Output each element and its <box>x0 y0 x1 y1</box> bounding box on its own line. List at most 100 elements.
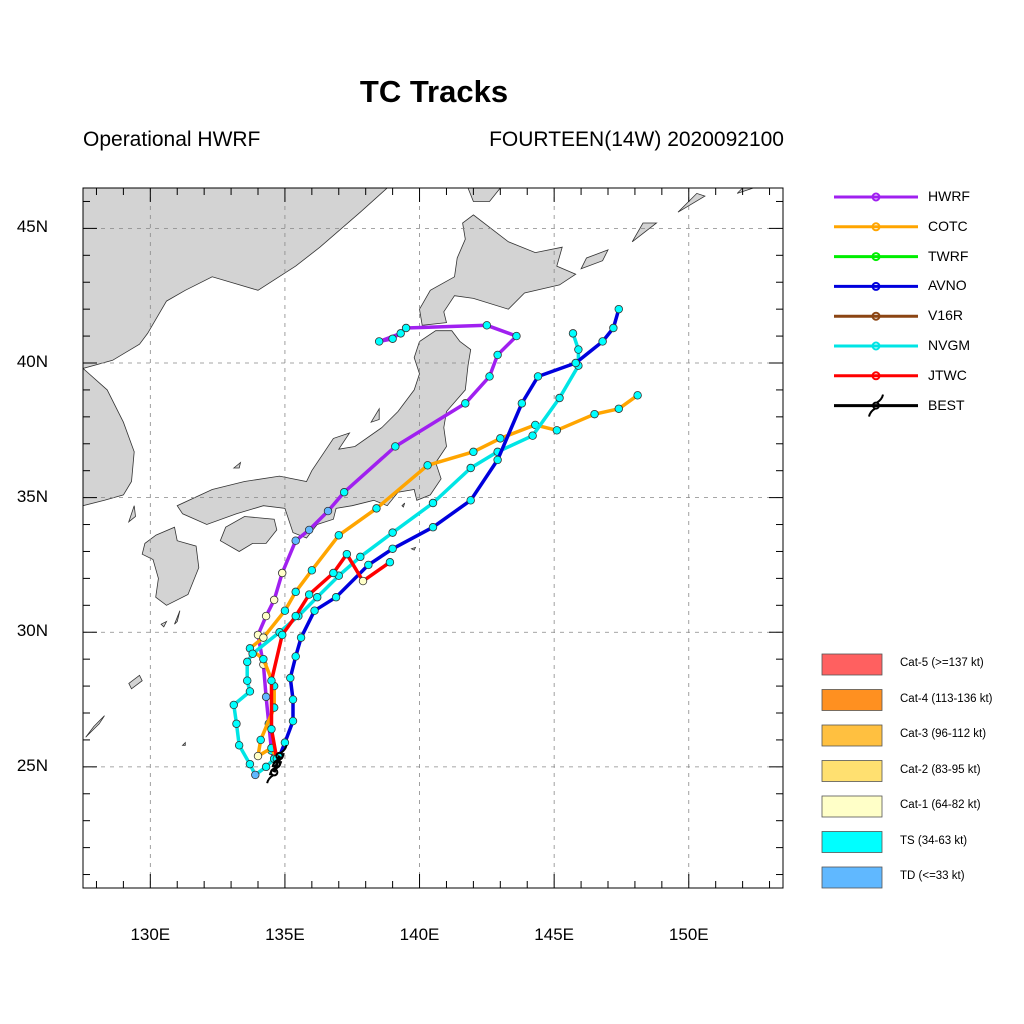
tropical-cyclone-icon <box>271 744 288 768</box>
land-okinawa <box>85 715 105 738</box>
track-point-jtwc <box>329 568 338 578</box>
legend-marker-nvgm <box>871 341 881 351</box>
legend-label-avno: AVNO <box>928 277 967 294</box>
track-point-avno <box>533 372 543 381</box>
track-point-avno <box>331 593 341 602</box>
track-point-cotc <box>253 751 263 761</box>
track-point-hwrf <box>269 595 279 605</box>
land-tanegashima <box>174 610 181 625</box>
track-point-avno <box>288 716 298 726</box>
track-point-avno <box>614 304 623 314</box>
land-tsushima <box>127 505 136 523</box>
legend-marker-hwrf <box>871 192 881 202</box>
track-point-cotc <box>633 391 642 400</box>
track-point-avno <box>517 399 527 408</box>
category-swatch <box>821 795 883 818</box>
land-kuril-3 <box>677 192 706 213</box>
category-swatch <box>821 724 883 747</box>
track-point-jtwc <box>291 611 300 621</box>
track-point-hwrf <box>291 536 300 545</box>
track-point-hwrf <box>388 334 397 343</box>
track-point-cotc <box>590 409 599 419</box>
track-point-hwrf <box>482 321 492 330</box>
land-izu-oshima <box>401 502 406 508</box>
land-daito <box>181 741 186 746</box>
track-point-cotc <box>280 606 290 615</box>
track-point-hwrf <box>401 323 411 333</box>
x-tick-label: 145E <box>534 925 574 944</box>
track-point-avno <box>310 606 319 615</box>
track-point-jtwc <box>304 590 314 599</box>
land-layer <box>48 188 754 746</box>
land-kuril-1 <box>580 249 609 270</box>
plot-frame <box>82 187 784 889</box>
category-swatch <box>821 866 883 889</box>
category-label: TS (34-63 kt) <box>900 834 968 847</box>
land-kuril-2 <box>631 222 658 243</box>
track-point-hwrf <box>261 611 271 621</box>
track-point-hwrf <box>323 506 333 516</box>
y-tick-label: 30N <box>16 621 48 641</box>
track-point-nvgm <box>232 719 241 728</box>
track-point-nvgm <box>466 463 475 473</box>
track-point-nvgm <box>568 329 578 338</box>
track-point-jtwc <box>278 630 287 640</box>
track-point-nvgm <box>555 393 564 403</box>
land-kyushu <box>141 526 200 606</box>
category-label: Cat-3 (96-112 kt) <box>900 728 987 740</box>
land-sakhalin <box>467 188 501 202</box>
track-point-avno <box>291 652 300 661</box>
track-point-nvgm <box>428 498 438 508</box>
track-point-nvgm <box>356 552 365 562</box>
category-swatch <box>821 760 883 782</box>
track-point-nvgm <box>245 759 255 769</box>
track-point-cotc <box>469 447 478 457</box>
track-point-avno <box>286 673 295 683</box>
track-point-cotc <box>256 735 265 745</box>
land-asia-mainland <box>83 188 388 369</box>
track-point-hwrf <box>339 488 349 497</box>
tropical-cyclone-icon <box>868 394 884 417</box>
y-tick-label: 25N <box>16 755 48 775</box>
axis-ticks <box>83 188 783 888</box>
category-label: Cat-5 (>=137 kt) <box>900 657 984 669</box>
land-amami <box>128 674 143 690</box>
track-point-cotc <box>334 531 343 540</box>
track-point-cotc <box>423 461 432 470</box>
track-point-nvgm <box>388 528 397 537</box>
track-point-avno <box>571 358 580 368</box>
track-point-hwrf <box>485 372 494 381</box>
track-point-jtwc <box>385 558 395 567</box>
track-point-avno <box>466 496 475 505</box>
legend-marker-v16r <box>871 311 881 321</box>
track-point-avno <box>280 738 290 747</box>
track-point-cotc <box>552 426 562 435</box>
track-point-avno <box>364 560 373 570</box>
track-point-hwrf <box>304 525 314 535</box>
y-tick-label: 45N <box>16 217 48 237</box>
track-point-nvgm <box>243 676 252 685</box>
x-tick-label: 135E <box>265 925 305 944</box>
track-point-avno <box>493 455 502 465</box>
land-shikoku <box>219 516 278 552</box>
track-point-jtwc <box>267 724 276 734</box>
category-label: Cat-1 (64-82 kt) <box>900 799 981 811</box>
model-legend <box>834 192 918 417</box>
land-jeju <box>48 538 67 546</box>
legend-marker-avno <box>871 281 881 291</box>
legend-marker-twrf <box>871 252 881 262</box>
category-swatch <box>821 653 883 676</box>
land-kuril-4 <box>736 188 754 194</box>
track-point-nvgm <box>313 593 322 602</box>
legend-label-twrf: TWRF <box>928 247 969 264</box>
track-point-nvgm <box>528 431 537 440</box>
track-point-cotc <box>259 654 268 664</box>
track-point-hwrf <box>461 399 470 408</box>
track-jtwc <box>269 552 391 760</box>
map-title: TC Tracks <box>359 74 509 109</box>
track-point-cotc <box>307 566 317 575</box>
track-point-nvgm <box>234 741 244 750</box>
track-point-nvgm <box>229 700 238 710</box>
category-label: Cat-4 (113-136 kt) <box>900 692 993 705</box>
